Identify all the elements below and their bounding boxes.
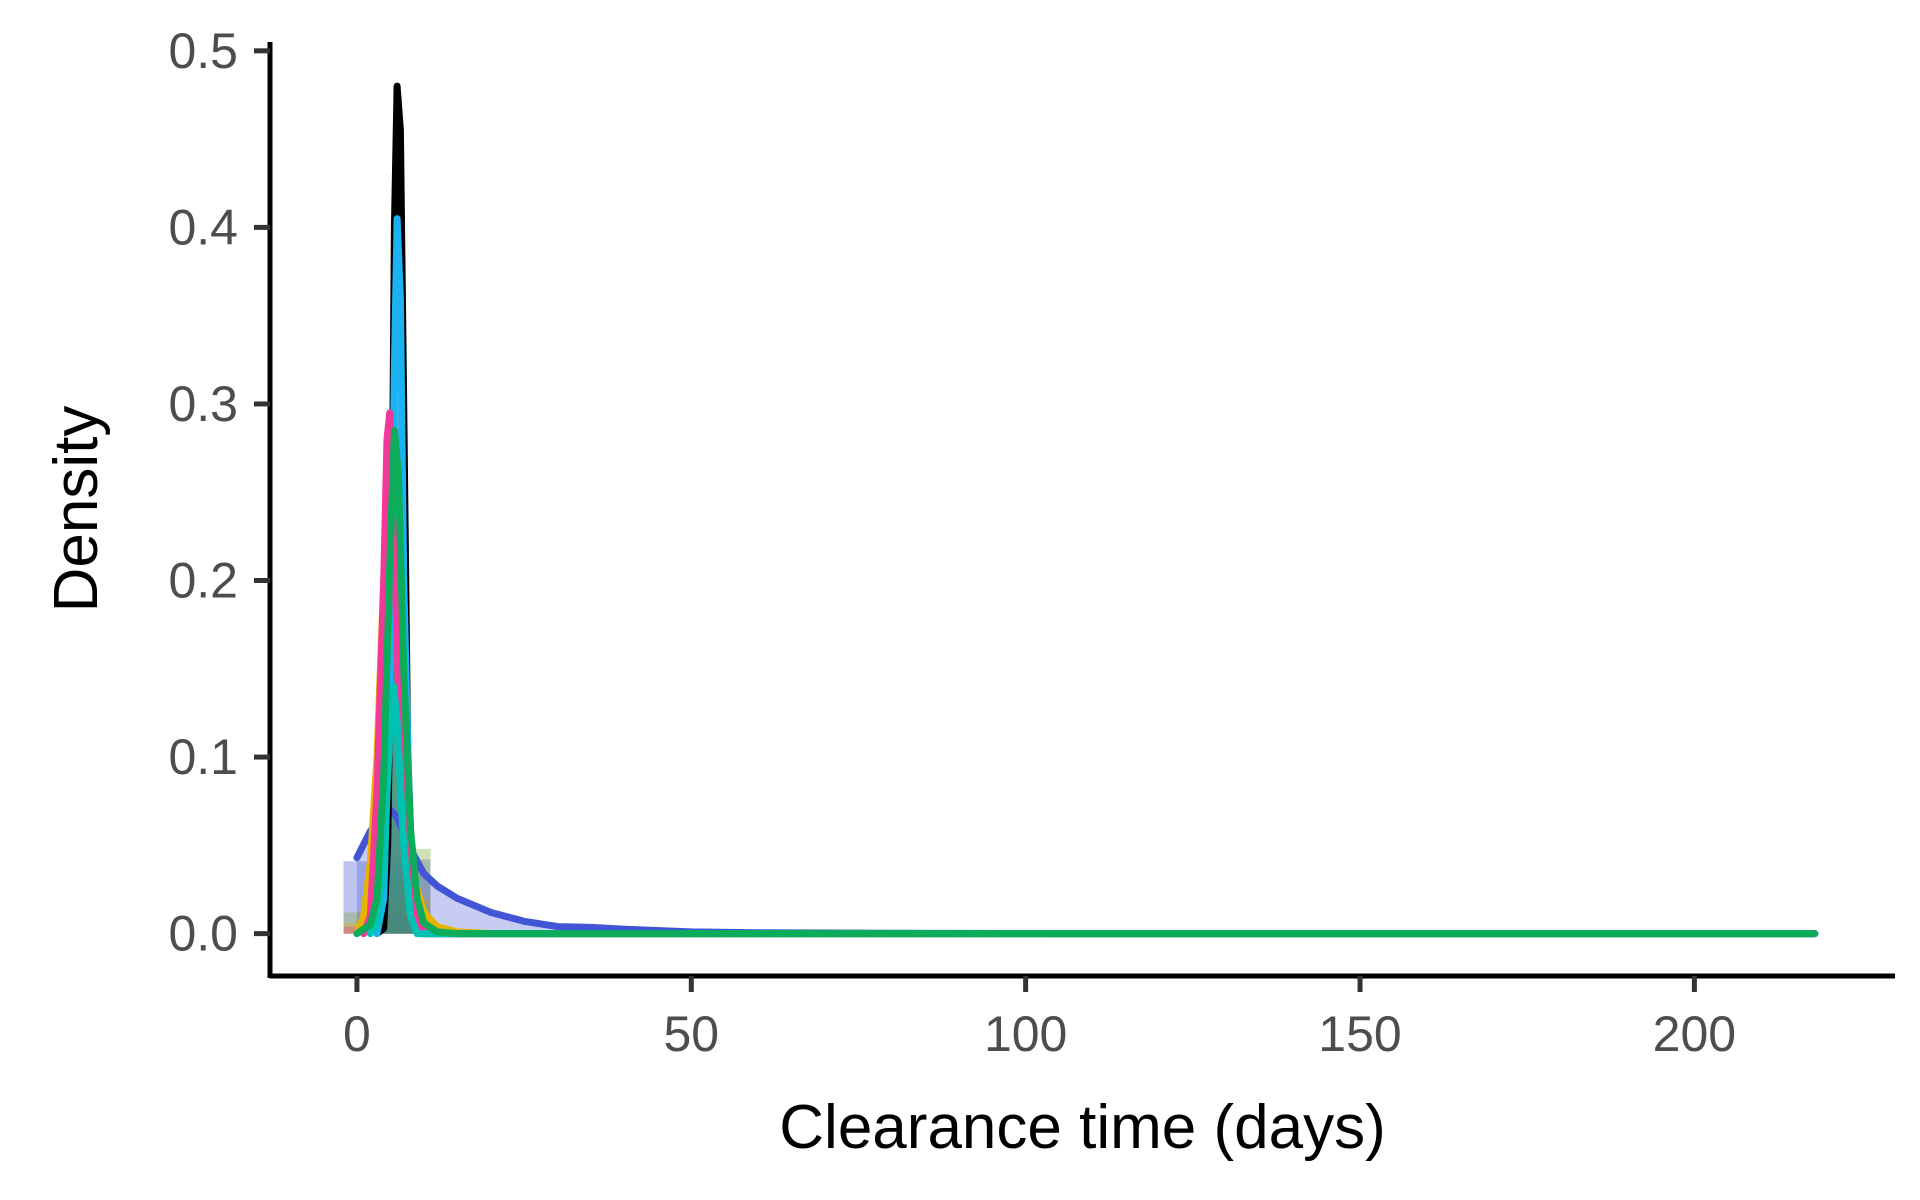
- density-line-3: [373, 215, 1819, 938]
- density-line-layer: [353, 82, 1819, 938]
- y-axis-title: Density: [42, 406, 111, 613]
- ticks: 0 50 100 150 200 0.0 0.1 0.2 0.3 0.4 0.5: [168, 23, 1736, 1062]
- density-area-5: [370, 686, 1815, 934]
- density-area-6: [356, 430, 1815, 934]
- density-line-0: [353, 806, 1819, 938]
- x-tick-label-1: 50: [663, 1006, 719, 1062]
- density-area-layer: [356, 86, 1815, 934]
- y-tick-label-0: 0.0: [168, 906, 238, 962]
- density-area-2: [377, 86, 1815, 934]
- x-axis-title: Clearance time (days): [779, 1093, 1385, 1162]
- density-line-2: [373, 82, 1819, 938]
- y-tick-label-1: 0.1: [168, 729, 238, 785]
- y-tick-label-3: 0.3: [168, 376, 238, 432]
- y-tick-label-4: 0.4: [168, 199, 238, 255]
- density-area-0: [356, 810, 1815, 934]
- x-tick-label-4: 200: [1653, 1006, 1736, 1062]
- x-tick-label-3: 150: [1318, 1006, 1401, 1062]
- density-line-4: [360, 409, 1819, 938]
- axes: [267, 42, 1895, 979]
- density-area-3: [377, 218, 1815, 934]
- y-tick-label-5: 0.5: [168, 23, 238, 79]
- x-tick-label-2: 100: [984, 1006, 1067, 1062]
- density-area-4: [363, 412, 1815, 934]
- density-line-1: [353, 541, 1819, 938]
- density-line-6: [353, 426, 1819, 938]
- y-tick-label-2: 0.2: [168, 553, 238, 609]
- x-tick-label-0: 0: [343, 1006, 371, 1062]
- density-area-1: [356, 545, 1815, 934]
- density-line-5: [366, 682, 1819, 938]
